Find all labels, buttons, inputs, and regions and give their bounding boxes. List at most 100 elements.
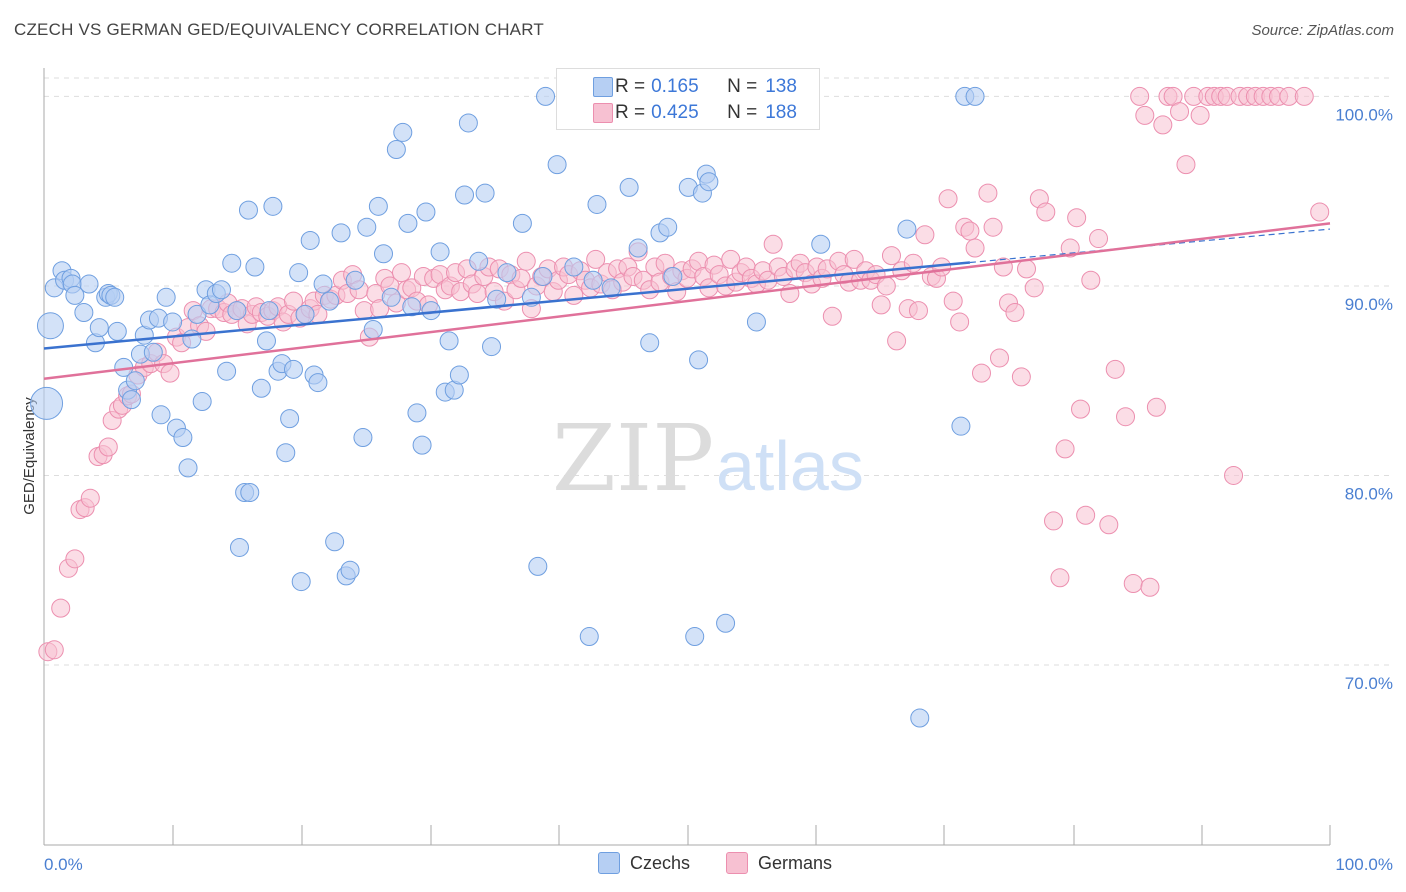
german-point: [516, 251, 536, 271]
czech-point: [65, 285, 85, 305]
czech-point: [151, 405, 171, 425]
czech-point: [469, 251, 489, 271]
czech-point: [547, 155, 567, 175]
german-point: [1017, 259, 1037, 279]
czech-point: [402, 297, 422, 317]
legend-czech-n-label: N =: [727, 76, 758, 97]
german-point: [938, 189, 958, 209]
czech-point: [238, 200, 258, 220]
german-point: [1011, 367, 1031, 387]
czech-point: [325, 532, 345, 552]
german-point: [65, 549, 85, 569]
x-tick-labels: 0.0% 100.0%: [44, 855, 1393, 874]
german-point: [876, 276, 896, 296]
german-point: [1135, 105, 1155, 125]
german-point: [98, 437, 118, 457]
legend-czech-r-label: R =: [615, 76, 646, 97]
germans-swatch: [726, 852, 748, 874]
german-point: [564, 285, 584, 305]
czech-point: [187, 304, 207, 324]
czech-point: [143, 342, 163, 362]
legend-row-czech: R = 0.165 N = 138: [593, 75, 797, 99]
y-tick-label: 70.0%: [1345, 674, 1393, 693]
czech-point: [251, 378, 271, 398]
x-tick-label: 0.0%: [44, 855, 83, 874]
czech-point: [256, 331, 276, 351]
czech-point: [283, 359, 303, 379]
czech-point: [289, 263, 309, 283]
czech-point: [30, 386, 64, 420]
german-point: [1024, 278, 1044, 298]
czech-point: [308, 373, 328, 393]
german-point: [950, 312, 970, 332]
czech-point: [300, 230, 320, 250]
german-point: [978, 183, 998, 203]
czech-swatch: [593, 77, 613, 97]
czechs-swatch: [598, 852, 620, 874]
czech-point: [640, 333, 660, 353]
german-point: [1067, 208, 1087, 228]
czech-point: [163, 312, 183, 332]
czech-point: [319, 291, 339, 311]
czech-point: [374, 244, 394, 264]
czech-point: [482, 337, 502, 357]
german-point: [1071, 399, 1091, 419]
czech-point: [217, 361, 237, 381]
german-point: [844, 249, 864, 269]
czech-point: [430, 242, 450, 262]
czech-point: [746, 312, 766, 332]
german-point: [1081, 270, 1101, 290]
german-point: [1294, 86, 1314, 106]
german-point: [1176, 155, 1196, 175]
german-point: [392, 263, 412, 283]
czech-point: [36, 312, 64, 340]
czech-point: [449, 365, 469, 385]
german-point: [283, 291, 303, 311]
legend-german-r-value: 0.425: [651, 102, 699, 123]
watermark-atlas: atlas: [716, 427, 864, 505]
czech-point: [340, 560, 360, 580]
german-point: [1099, 515, 1119, 535]
czech-point: [533, 266, 553, 286]
legend-germans-label: Germans: [758, 852, 833, 873]
czech-point: [412, 435, 432, 455]
german-point: [1105, 359, 1125, 379]
czech-point: [331, 223, 351, 243]
german-point: [1140, 577, 1160, 597]
german-point: [965, 238, 985, 258]
chart-title: CZECH VS GERMAN GED/EQUIVALENCY CORRELAT…: [14, 20, 544, 39]
czech-point: [587, 194, 607, 214]
czech-point: [897, 219, 917, 239]
german-point: [586, 249, 606, 269]
czech-point: [105, 287, 125, 307]
czech-point: [393, 122, 413, 142]
y-tick-label: 100.0%: [1335, 105, 1393, 124]
german-point: [1005, 302, 1025, 322]
czech-point: [910, 708, 930, 728]
czech-point: [407, 403, 427, 423]
german-point: [1055, 439, 1075, 459]
czech-point: [421, 301, 441, 321]
y-axis-label: GED/Equivalency: [21, 397, 38, 515]
czech-point: [222, 253, 242, 273]
german-point: [467, 284, 487, 304]
german-point: [1044, 511, 1064, 531]
czech-point: [512, 213, 532, 233]
czech-point: [439, 331, 459, 351]
czech-point: [487, 289, 507, 309]
czech-point: [156, 287, 176, 307]
y-tick-label: 80.0%: [1345, 484, 1393, 503]
czech-point: [368, 196, 388, 216]
czech-point: [811, 234, 831, 254]
czech-point: [74, 302, 94, 322]
german-point: [1036, 202, 1056, 222]
legend-german-n-label: N =: [727, 102, 758, 123]
czech-point: [121, 390, 141, 410]
czech-point: [363, 320, 383, 340]
german-point: [932, 257, 952, 277]
czech-point: [689, 350, 709, 370]
german-point: [721, 249, 741, 269]
chart-source: Source: ZipAtlas.com: [1251, 22, 1394, 39]
czech-trend-line: [43, 261, 971, 350]
czech-point: [475, 183, 495, 203]
